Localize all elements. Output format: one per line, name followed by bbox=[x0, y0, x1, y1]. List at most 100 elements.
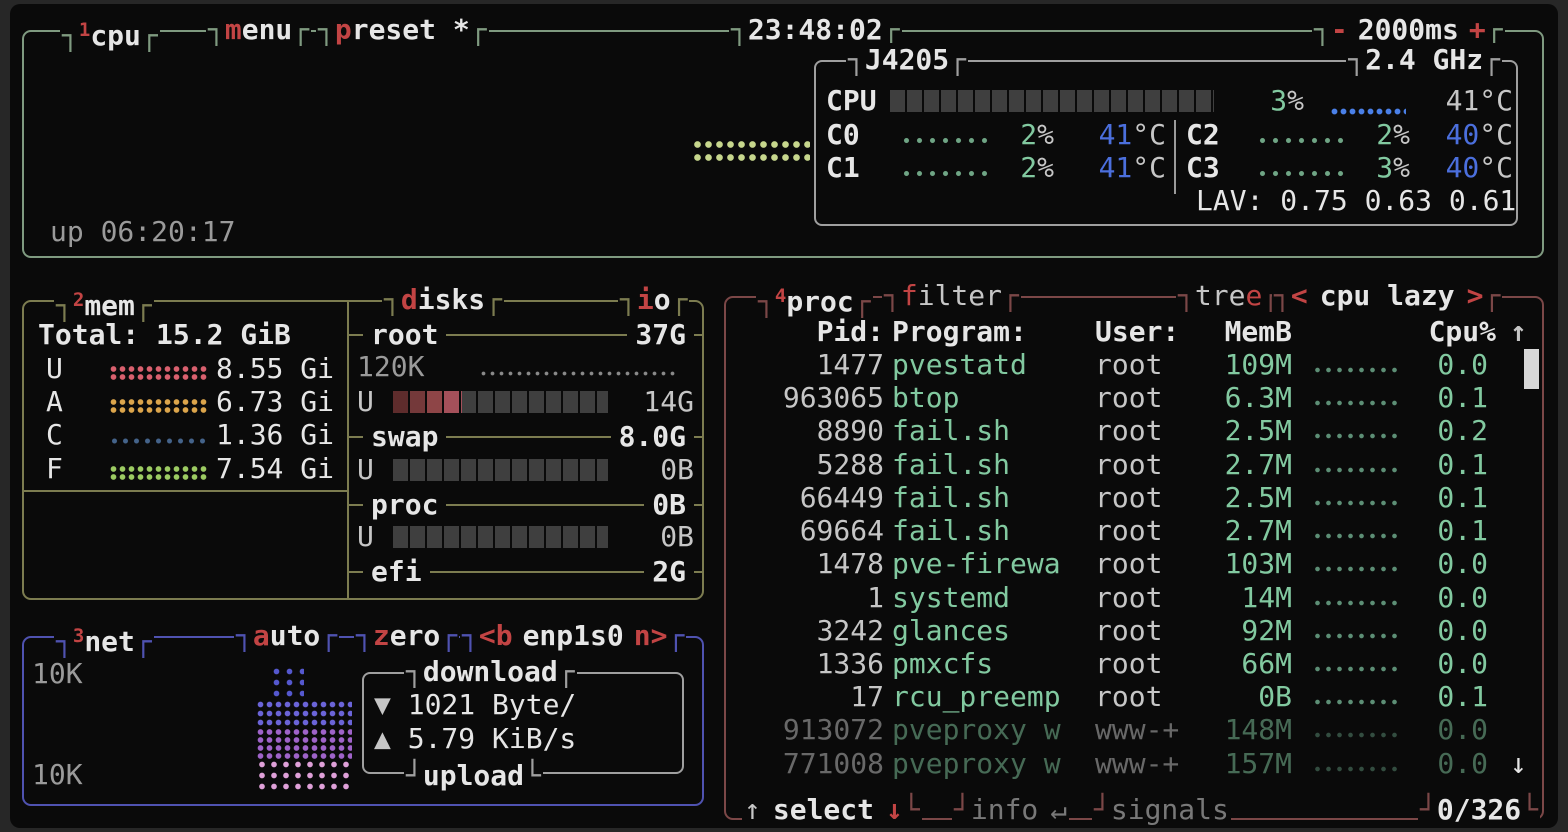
menu-button[interactable]: menu bbox=[206, 13, 312, 47]
process-row[interactable]: 8890 fail.sh root 2.5M 0.2 bbox=[726, 414, 1542, 448]
net-auto-button[interactable]: auto bbox=[234, 619, 340, 653]
download-title: download bbox=[404, 655, 577, 689]
cpu-chip-name: J4205 bbox=[846, 43, 969, 77]
mem-total-label: Total: bbox=[38, 318, 140, 351]
process-row[interactable]: 69664 fail.sh root 2.7M 0.1 bbox=[726, 514, 1542, 548]
download-speed-row: ▼ 1021 Byte/ bbox=[374, 688, 576, 722]
mem-row-value: 8.55 Gi bbox=[215, 352, 334, 385]
process-row[interactable]: 1478 pve-firewa root 103M 0.0 bbox=[726, 547, 1542, 581]
process-program: pveproxy w bbox=[892, 747, 1061, 780]
process-mem: 14M bbox=[1241, 581, 1292, 614]
divider bbox=[694, 571, 702, 573]
interval-decrease-button[interactable]: - bbox=[1330, 13, 1348, 46]
process-row[interactable]: 1336 pmxcfs root 66M 0.0 bbox=[726, 647, 1542, 681]
scroll-down-icon[interactable]: ↓ bbox=[1510, 747, 1527, 780]
disks-toggle[interactable]: disks bbox=[382, 283, 505, 317]
cpu-core-box: J4205 2.4 GHz CPU 3% 41°C C0 2% 41°C C2 … bbox=[814, 43, 1518, 226]
mem-cached-graph bbox=[109, 437, 207, 445]
process-cpu-graph bbox=[1312, 398, 1398, 408]
auto-hotkey: a bbox=[252, 619, 270, 652]
header-pid[interactable]: Pid: bbox=[816, 315, 884, 348]
cpu-panel-toggle[interactable]: 1cpu bbox=[60, 13, 160, 52]
core-percent-value: 2 bbox=[1020, 118, 1038, 151]
net-download-graph bbox=[256, 700, 352, 728]
net-panel: 3net auto zero <b enp1s0 n> 10K 10K downlo… bbox=[22, 619, 704, 806]
sort-prev-button[interactable]: < bbox=[1290, 279, 1308, 312]
upload-arrow-icon: ▲ bbox=[374, 722, 391, 755]
tree-button[interactable]: tree bbox=[1176, 279, 1282, 313]
io-hotkey: i bbox=[636, 283, 654, 316]
disk-used-value: 14G bbox=[643, 385, 694, 418]
mem-panel-title: mem bbox=[84, 289, 135, 322]
mem-section-divider bbox=[24, 490, 347, 492]
interface-next-button[interactable]: n> bbox=[633, 619, 668, 652]
select-control[interactable]: ↑ select ↓ bbox=[742, 793, 922, 827]
mem-panel-toggle[interactable]: 2mem bbox=[54, 283, 154, 322]
process-row[interactable]: 963065 btop root 6.3M 0.1 bbox=[726, 381, 1542, 415]
header-cpu[interactable]: Cpu% bbox=[1428, 315, 1496, 348]
core-temp-value: 41 bbox=[1098, 151, 1133, 184]
select-up-icon[interactable]: ↑ bbox=[744, 793, 761, 826]
process-cpu-graph bbox=[1312, 365, 1398, 375]
interval-increase-button[interactable]: + bbox=[1468, 13, 1486, 46]
process-row[interactable]: 771008 pveproxy w www-+ 157M 0.0 bbox=[726, 747, 1542, 781]
download-speed: 1021 Byte/ bbox=[407, 688, 577, 721]
process-cpu: 0.0 bbox=[1437, 747, 1488, 780]
degree-sign: °C bbox=[1479, 151, 1513, 184]
disk-total: 37G bbox=[635, 318, 686, 351]
filter-button[interactable]: filter bbox=[882, 279, 1021, 313]
process-cpu-graph bbox=[1312, 764, 1398, 774]
auto-label: uto bbox=[269, 619, 321, 652]
menu-label: enu bbox=[241, 13, 293, 46]
degree-sign: °C bbox=[1479, 118, 1513, 151]
process-pid: 1478 bbox=[816, 547, 884, 580]
net-scale-top: 10K bbox=[32, 657, 83, 690]
process-row[interactable]: 5288 fail.sh root 2.7M 0.1 bbox=[726, 448, 1542, 482]
signals-button[interactable]: signals bbox=[1092, 793, 1231, 827]
process-program: fail.sh bbox=[892, 414, 1011, 447]
core-usage-graph bbox=[900, 168, 990, 180]
process-row[interactable]: 1477 pvestatd root 109M 0.0 bbox=[726, 348, 1542, 382]
select-down-icon[interactable]: ↓ bbox=[886, 793, 903, 826]
process-mem: 6.3M bbox=[1224, 381, 1292, 414]
process-program: btop bbox=[892, 381, 960, 414]
upload-title: upload bbox=[404, 759, 543, 793]
scrollbar-thumb[interactable] bbox=[1524, 349, 1539, 389]
process-pid: 913072 bbox=[782, 713, 884, 746]
header-mem[interactable]: MemB bbox=[1224, 315, 1292, 348]
process-row[interactable]: 1 systemd root 14M 0.0 bbox=[726, 581, 1542, 615]
core-temp-value: 40 bbox=[1445, 118, 1480, 151]
cpu-frequency: 2.4 GHz bbox=[1346, 43, 1502, 77]
process-user: root bbox=[1095, 481, 1163, 514]
cpu-panel: 1cpu menu preset * 23:48:02 -2000ms + up … bbox=[22, 13, 1544, 258]
process-row[interactable]: 3242 glances root 92M 0.0 bbox=[726, 614, 1542, 648]
mem-row-value: 1.36 Gi bbox=[215, 418, 334, 451]
process-row[interactable]: 17 rcu_preemp root 0B 0.1 bbox=[726, 680, 1542, 714]
header-user[interactable]: User: bbox=[1095, 315, 1180, 348]
net-panel-toggle[interactable]: 3net bbox=[54, 619, 154, 658]
info-button[interactable]: info ↵ bbox=[952, 793, 1070, 827]
process-user: root bbox=[1095, 381, 1163, 414]
process-cpu-graph bbox=[1312, 598, 1398, 608]
mem-used-graph bbox=[109, 365, 207, 381]
core-usage-graph bbox=[1256, 135, 1346, 147]
disk-total: 2G bbox=[652, 555, 686, 588]
io-toggle[interactable]: io bbox=[618, 283, 690, 317]
proc-panel-toggle[interactable]: 4proc bbox=[756, 279, 873, 318]
mem-available-graph bbox=[109, 398, 207, 414]
process-row[interactable]: 66449 fail.sh root 2.5M 0.1 bbox=[726, 481, 1542, 515]
scroll-up-icon[interactable]: ↑ bbox=[1510, 315, 1527, 348]
mem-row-cached: C 1.36 Gi bbox=[24, 418, 347, 452]
mem-row-available: A 6.73 Gi bbox=[24, 385, 347, 419]
net-zero-button[interactable]: zero bbox=[354, 619, 460, 653]
process-row[interactable]: 913072 pveproxy w www-+ 148M 0.0 bbox=[726, 713, 1542, 747]
sort-next-button[interactable]: > bbox=[1466, 279, 1484, 312]
preset-button[interactable]: preset * bbox=[316, 13, 489, 47]
process-mem: 2.5M bbox=[1224, 481, 1292, 514]
process-pid: 963065 bbox=[782, 381, 884, 414]
clock-value: 23:48:02 bbox=[747, 13, 883, 46]
process-cpu: 0.1 bbox=[1437, 481, 1488, 514]
header-program[interactable]: Program: bbox=[892, 315, 1027, 348]
cpu-usage-graph bbox=[692, 138, 810, 165]
interface-prev-button[interactable]: <b bbox=[478, 619, 513, 652]
